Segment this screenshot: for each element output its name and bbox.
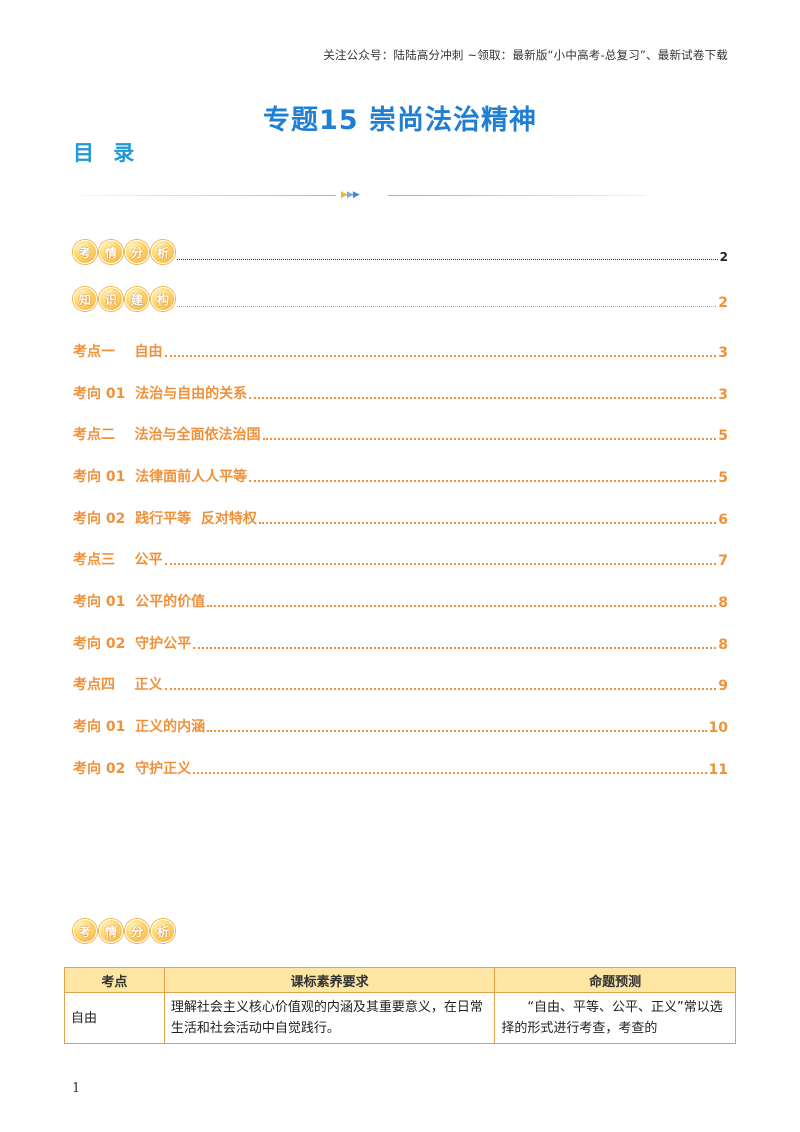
toc-entry-label: 考点三 公平 xyxy=(73,552,163,568)
badge-char: 知 xyxy=(73,287,97,311)
badge-char: 分 xyxy=(125,240,149,264)
document-title: 专题15 崇尚法治精神 xyxy=(263,105,537,136)
toc-leader xyxy=(177,306,717,307)
toc-page-number: 3 xyxy=(718,387,728,403)
prediction-cell: “自由、平等、公平、正义”常以选择的形式进行考查，考查的 xyxy=(494,992,736,1044)
toc-entry[interactable]: 考向 01 法律面前人人平等 5 xyxy=(73,466,728,486)
table-header-row: 考点 课标素养要求 命题预测 xyxy=(64,967,736,993)
analysis-table: 考点 课标素养要求 命题预测 自由 理解社会主义核心价值观的内涵及其重要意义，在… xyxy=(64,967,736,1044)
toc-leader xyxy=(193,772,707,774)
toc-leader xyxy=(207,605,717,607)
toc-leader xyxy=(193,647,717,649)
badge-char: 建 xyxy=(125,287,149,311)
toc-leader xyxy=(262,438,717,440)
toc-entry-label: 考向 01 正义的内涵 xyxy=(73,719,206,735)
toc-page-number: 5 xyxy=(718,428,728,444)
header-note: 关注公众号：陆陆高分冲刺 ~领取：最新版“小中高考-总复习”、最新试卷下载 xyxy=(323,48,728,62)
badge-char: 析 xyxy=(151,919,175,943)
toc-entry[interactable]: 考点三 公平 7 xyxy=(73,549,728,569)
toc-entry[interactable]: 考向 02 践行平等 反对特权 6 xyxy=(73,508,728,528)
toc-page-number: 7 xyxy=(718,553,728,569)
topic-cell: 自由 xyxy=(64,992,165,1044)
toc-page-number: 11 xyxy=(708,762,728,778)
toc-entry[interactable]: 考点二 法治与全面依法治国 5 xyxy=(73,424,728,444)
decorative-divider: ▶▶▶ xyxy=(80,188,646,202)
toc-entry[interactable]: 考点四 正义 9 xyxy=(73,674,728,694)
column-header: 考点 xyxy=(64,967,165,993)
toc-entry-analysis[interactable]: 考 情 分 析 2 xyxy=(73,240,728,264)
toc-entry-label: 考点一 自由 xyxy=(73,344,163,360)
badge-char: 识 xyxy=(99,287,123,311)
badge-char: 情 xyxy=(99,240,123,264)
toc-leader xyxy=(177,259,718,260)
toc-entry-knowledge[interactable]: 知 识 建 构 2 xyxy=(73,287,728,311)
toc-page-number: 3 xyxy=(718,345,728,361)
toc-entry-label: 考点四 正义 xyxy=(73,677,163,693)
badge-char: 情 xyxy=(99,919,123,943)
toc-leader xyxy=(164,563,717,565)
badge-char: 分 xyxy=(125,919,149,943)
toc-leader xyxy=(164,355,717,357)
toc-page-number: 8 xyxy=(718,637,728,653)
toc-entry-label: 考向 02 守护公平 xyxy=(73,636,192,652)
divider-line-left xyxy=(80,195,336,196)
toc-page-number: 2 xyxy=(719,250,728,264)
toc-page-number: 8 xyxy=(718,595,728,611)
toc-leader xyxy=(258,522,717,524)
toc-page-number: 9 xyxy=(718,678,728,694)
divider-line-right xyxy=(388,195,646,196)
toc-entry-label: 考点二 法治与全面依法治国 xyxy=(73,427,261,443)
toc-entry-label: 考向 02 践行平等 反对特权 xyxy=(73,511,257,527)
arrow-icon: ▶▶▶ xyxy=(341,190,360,200)
toc-entry-label: 考向 01 法治与自由的关系 xyxy=(73,386,248,402)
toc-page-number: 6 xyxy=(718,512,728,528)
requirement-cell: 理解社会主义核心价值观的内涵及其重要意义，在日常生活和社会活动中自觉践行。 xyxy=(163,992,496,1044)
toc-entry[interactable]: 考向 01 公平的价值 8 xyxy=(73,591,728,611)
knowledge-badge-icon: 知 识 建 构 xyxy=(73,287,175,311)
badge-char: 考 xyxy=(73,240,97,264)
toc-entry[interactable]: 考向 02 守护正义 11 xyxy=(73,758,728,778)
toc-heading: 目 录 xyxy=(73,141,141,165)
badge-char: 析 xyxy=(151,240,175,264)
toc-page-number: 5 xyxy=(718,470,728,486)
toc-entry[interactable]: 考向 01 法治与自由的关系 3 xyxy=(73,383,728,403)
badge-char: 考 xyxy=(73,919,97,943)
toc-leader xyxy=(164,688,717,690)
toc-entry[interactable]: 考向 02 守护公平 8 xyxy=(73,633,728,653)
toc-entry-label: 考向 01 公平的价值 xyxy=(73,594,206,610)
toc-leader xyxy=(249,397,717,399)
toc-entry-label: 考向 01 法律面前人人平等 xyxy=(73,469,248,485)
toc-leader xyxy=(249,480,717,482)
column-header: 课标素养要求 xyxy=(163,967,496,993)
toc-entry-label: 考向 02 守护正义 xyxy=(73,761,192,777)
section-analysis-badge-icon: 考 情 分 析 xyxy=(73,919,175,943)
table-row: 自由 理解社会主义核心价值观的内涵及其重要意义，在日常生活和社会活动中自觉践行。… xyxy=(64,992,736,1044)
analysis-badge-icon: 考 情 分 析 xyxy=(73,240,175,264)
toc-page-number: 10 xyxy=(708,720,728,736)
column-header: 命题预测 xyxy=(494,967,736,993)
toc-page-number: 2 xyxy=(718,295,728,311)
toc-entry[interactable]: 考向 01 正义的内涵 10 xyxy=(73,716,728,736)
page-number: 1 xyxy=(72,1081,81,1096)
badge-char: 构 xyxy=(151,287,175,311)
toc-entry[interactable]: 考点一 自由 3 xyxy=(73,341,728,361)
toc-leader xyxy=(207,730,707,732)
